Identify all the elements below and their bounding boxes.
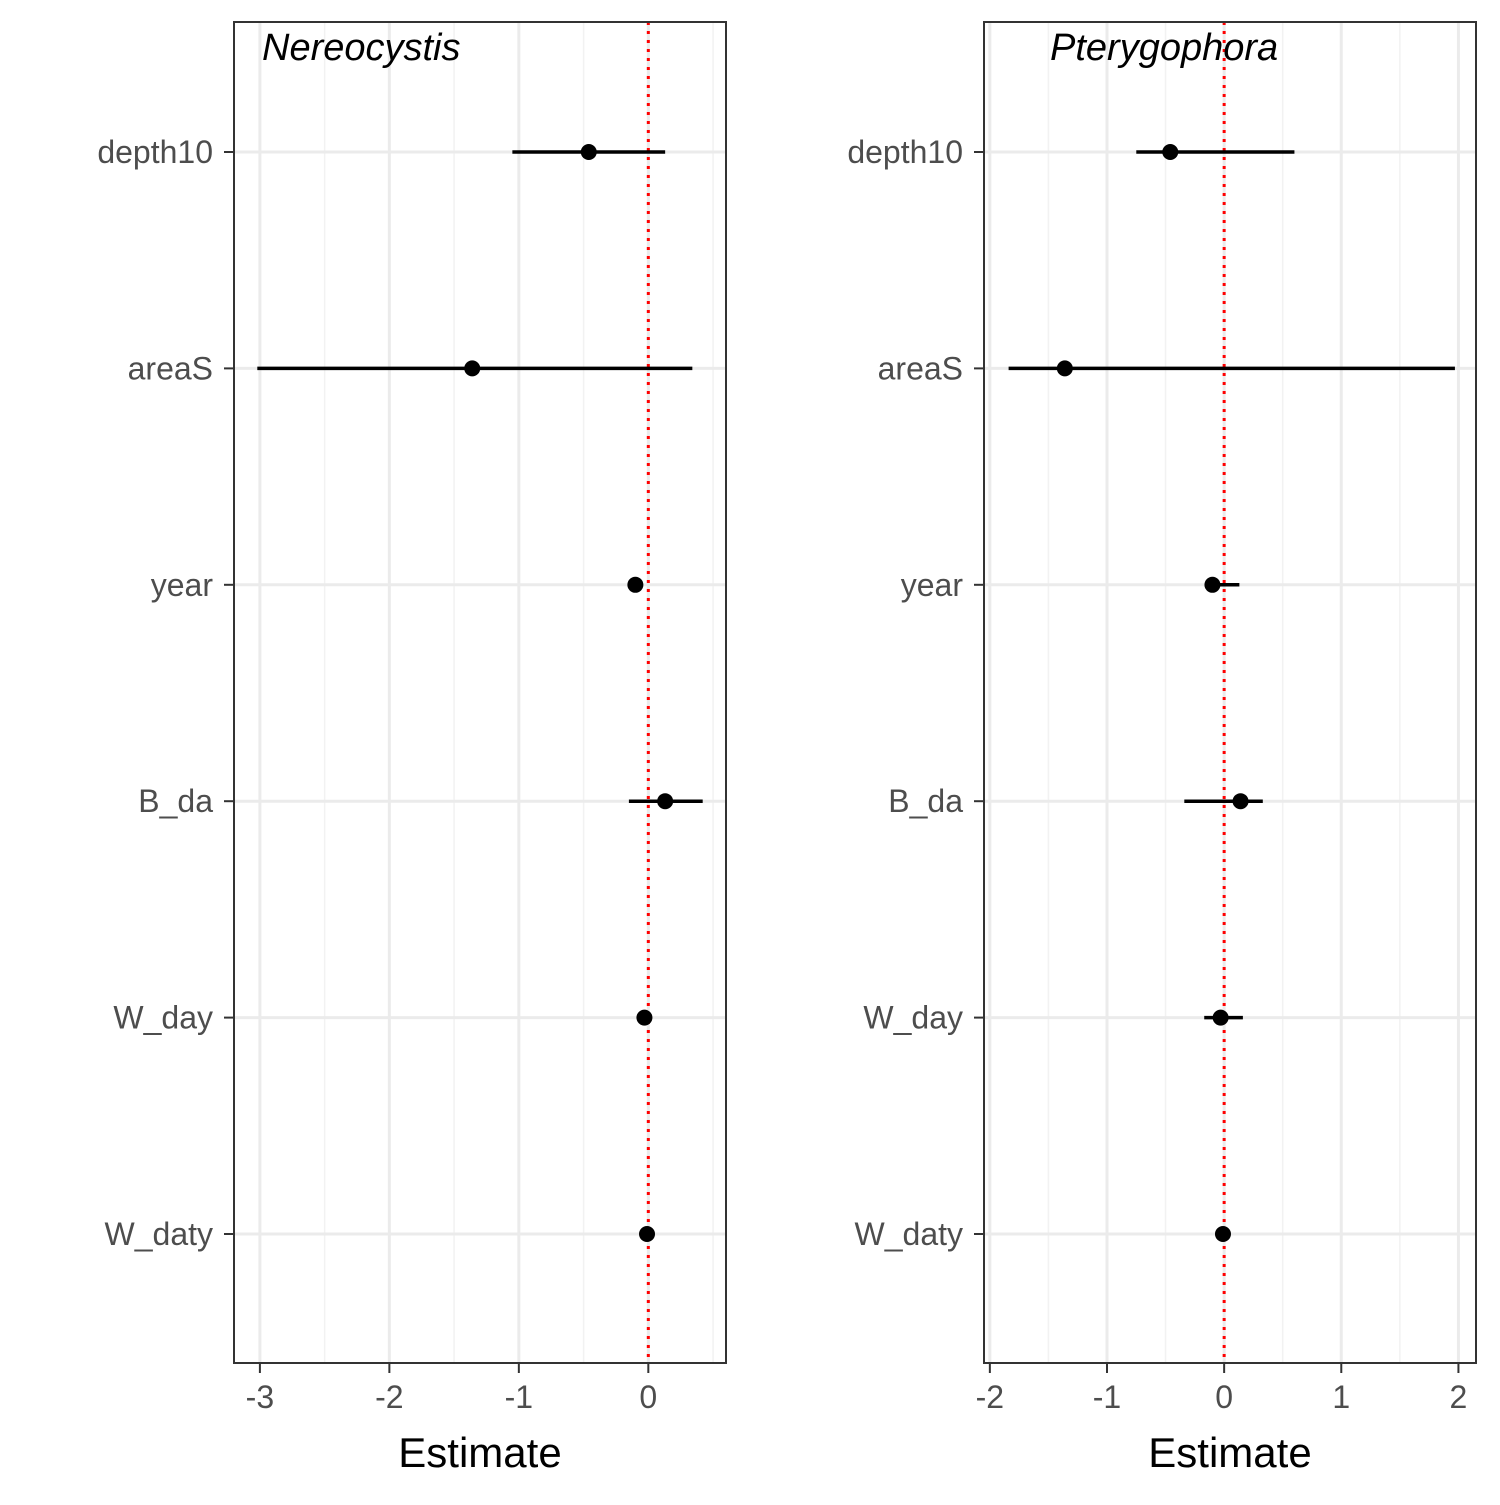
x-tick-label: -1 [1093,1379,1121,1415]
x-tick-label: -3 [246,1379,274,1415]
point-estimate-W_day [1212,1009,1229,1026]
x-tick-label: -2 [375,1379,403,1415]
y-tick-label: areaS [878,350,963,386]
y-tick-label: depth10 [847,134,963,170]
x-tick-label: -2 [976,1379,1004,1415]
point-estimate-year [1204,576,1221,593]
panel-background [984,22,1476,1363]
panel-1: depth10 areaS year B_da W_day W_daty -3 -2 -1 0 Es… [97,21,727,1476]
panel-border [233,21,727,1364]
point-estimate-areaS [1056,360,1073,377]
panel-border [983,21,1477,1364]
point-estimate-W_daty [639,1226,656,1242]
y-tick-label: W_daty [105,1216,213,1252]
y-tick-label: year [901,567,964,603]
y-tick-label: areaS [128,350,213,386]
x-tick-label: 0 [639,1379,657,1415]
y-tick-label: W_daty [855,1216,963,1252]
x-tick-label: 0 [1215,1379,1233,1415]
x-axis-title: Estimate [1148,1429,1311,1476]
y-tick-label: depth10 [97,134,213,170]
point-estimate-depth10 [1162,144,1179,160]
panel-title: Pterygophora [1050,27,1278,69]
x-tick-label: 1 [1332,1379,1350,1415]
point-estimate-B_da [657,793,674,810]
point-estimate-W_daty [1214,1226,1231,1242]
x-axis-title: Estimate [398,1429,561,1476]
y-tick-label: W_day [113,1000,213,1036]
y-tick-label: W_day [863,1000,963,1036]
point-estimate-depth10 [580,144,597,160]
x-tick-label: -1 [505,1379,533,1415]
y-tick-label: B_da [888,783,963,819]
x-tick-label: 2 [1450,1379,1468,1415]
panel-2: depth10 areaS year B_da W_day W_daty -2 -1 0 1 2 Es… [847,21,1477,1476]
panel-title: Nereocystis [262,27,461,69]
y-tick-label: B_da [138,783,213,819]
point-estimate-year [627,576,644,593]
panel-background [234,22,726,1363]
point-estimate-areaS [464,360,481,377]
y-tick-label: year [151,567,214,603]
point-estimate-W_day [636,1009,653,1026]
point-estimate-B_da [1232,793,1249,810]
